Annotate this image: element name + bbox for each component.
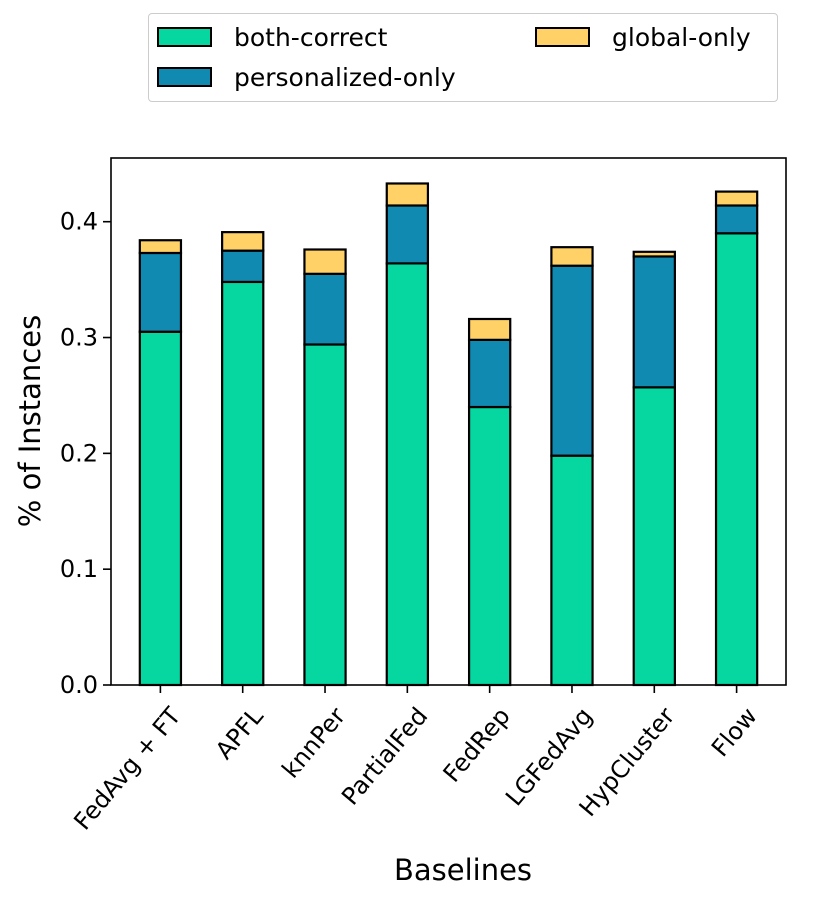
legend-item-global-only: global-only — [535, 22, 751, 52]
bar-both-correct-6 — [632, 386, 676, 687]
legend-swatch-both-correct — [157, 27, 212, 47]
y-tick-label-2: 0.2 — [60, 439, 98, 467]
x-tick-label-2: knnPer — [277, 702, 352, 783]
legend-label-global-only: global-only — [612, 22, 751, 52]
plot-frame — [110, 157, 787, 686]
bars-layer — [138, 182, 759, 687]
x-axis-label: Baselines — [394, 853, 532, 887]
y-tick-label-0: 0.0 — [60, 671, 98, 699]
x-tick-label-7: Flow — [706, 702, 763, 762]
bar-both-correct-3 — [385, 262, 430, 687]
bar-global-only-2 — [303, 248, 347, 275]
x-tick-label-1: APFL — [210, 702, 269, 765]
legend-label-both-correct: both-correct — [234, 22, 388, 52]
legend-item-personalized-only: personalized-only — [157, 62, 456, 92]
x-tick-label-0: FedAvg + FT — [68, 702, 186, 835]
bar-global-only-5 — [550, 246, 594, 267]
bar-both-correct-7 — [714, 232, 759, 687]
bar-global-only-3 — [385, 182, 430, 207]
bar-global-only-4 — [467, 317, 512, 341]
bar-both-correct-0 — [138, 330, 183, 687]
legend-item-both-correct: both-correct — [157, 22, 387, 52]
bar-personalized-only-0 — [138, 251, 183, 333]
bar-personalized-only-5 — [550, 264, 594, 457]
y-axis-label: % of Instances — [13, 315, 47, 527]
y-tick-label-1: 0.1 — [60, 555, 98, 583]
bar-personalized-only-1 — [221, 249, 265, 284]
bar-global-only-7 — [714, 190, 759, 207]
legend-label-personalized-only: personalized-only — [234, 62, 456, 92]
bar-personalized-only-3 — [385, 204, 430, 265]
bar-both-correct-4 — [467, 405, 512, 687]
bar-personalized-only-6 — [632, 255, 676, 389]
y-tick-label-4: 0.4 — [60, 208, 98, 236]
x-tick-label-3: PartialFed — [336, 702, 433, 810]
legend-swatch-global-only — [535, 27, 590, 47]
bar-global-only-6 — [632, 250, 676, 258]
bar-global-only-1 — [221, 231, 265, 252]
y-tick-label-3: 0.3 — [60, 324, 98, 352]
bar-personalized-only-4 — [467, 338, 512, 409]
legend-swatch-personalized-only — [157, 67, 212, 87]
bar-personalized-only-7 — [714, 204, 759, 235]
bar-both-correct-1 — [221, 280, 265, 687]
bar-both-correct-2 — [303, 343, 347, 687]
bar-global-only-0 — [138, 239, 183, 255]
bar-both-correct-5 — [550, 454, 594, 687]
legend: both-correct personalized-only global-on… — [148, 13, 778, 102]
bar-personalized-only-2 — [303, 272, 347, 346]
x-tick-label-4: FedRep — [438, 702, 516, 787]
